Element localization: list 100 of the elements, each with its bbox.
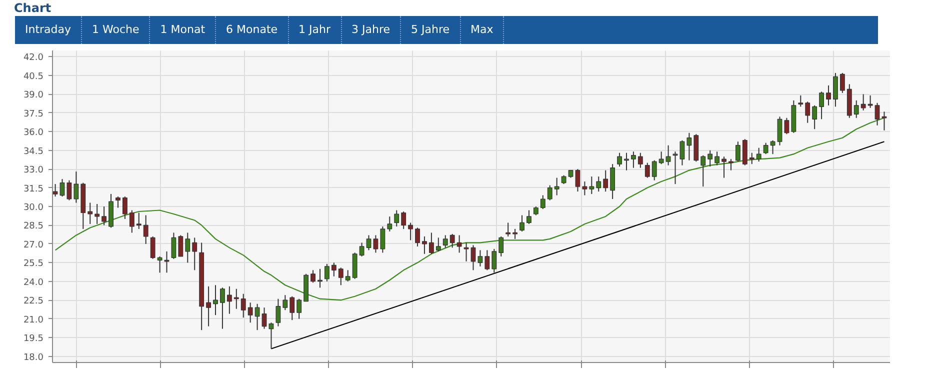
candlestick (644, 162, 650, 178)
candlestick (226, 286, 232, 314)
candlestick (728, 158, 734, 171)
candlestick (422, 236, 427, 254)
candlestick (610, 164, 616, 200)
candlestick (540, 194, 546, 210)
candlestick (129, 210, 134, 234)
candlestick (52, 184, 58, 198)
candlestick (206, 286, 211, 327)
candlestick (484, 250, 490, 271)
y-tick-label: 30.0 (23, 203, 44, 213)
y-tick-label: 24.0 (23, 278, 44, 288)
candlestick (450, 233, 455, 248)
candlestick (492, 248, 497, 274)
candlestick (408, 222, 414, 241)
candlestick (262, 307, 267, 330)
candlestick (742, 138, 748, 166)
candlestick (617, 152, 622, 168)
text: 1 Jahr (288, 16, 342, 44)
y-tick-label: 18.0 (23, 352, 44, 363)
candlestick (415, 227, 420, 247)
candlestick (805, 101, 810, 124)
candlestick (812, 104, 818, 130)
y-tick-label: 39.0 (23, 90, 44, 101)
candlestick (554, 177, 560, 196)
y-tick-label: 34.5 (23, 146, 44, 157)
candlestick (436, 237, 441, 252)
candlestick (763, 142, 768, 155)
candlestick (470, 244, 476, 271)
candlestick (512, 228, 518, 240)
candlestick (102, 206, 107, 226)
candlestick (345, 270, 350, 282)
candlestick (700, 154, 706, 188)
candlestick (143, 214, 148, 244)
candlestick (666, 144, 671, 166)
candlestick (582, 181, 588, 196)
text: Intraday (15, 16, 82, 44)
candlestick (122, 196, 128, 220)
y-tick-label: 28.5 (23, 222, 44, 232)
candlestick (770, 140, 776, 155)
candlestick (359, 242, 364, 257)
candlestick (248, 302, 253, 324)
candlestick (631, 151, 636, 168)
candlestick (296, 298, 302, 320)
y-tick-label: 31.5 (23, 184, 44, 194)
candlestick (638, 152, 643, 168)
candlestick (220, 287, 225, 330)
candlestick (819, 91, 824, 120)
candlestick (680, 140, 685, 166)
candlestick (268, 322, 274, 350)
candlestick (456, 234, 462, 254)
candlestick (777, 116, 782, 146)
candlestick (714, 151, 720, 166)
candlestick (428, 232, 434, 254)
candlestick (596, 176, 602, 192)
candlestick (74, 171, 79, 204)
candlestick (276, 298, 281, 327)
candlestick (686, 132, 692, 161)
text: 1 Monat (150, 16, 216, 44)
candlestick (94, 204, 100, 224)
y-tick-label: 37.5 (23, 109, 44, 120)
text: 1 Woche (82, 16, 150, 44)
candlestick (136, 212, 142, 230)
candlestick (380, 226, 386, 254)
y-tick-label: 33.0 (23, 166, 44, 176)
candlestick (854, 100, 859, 118)
text: 6 Monate (216, 16, 289, 44)
candlestick (366, 234, 372, 251)
candlestick (478, 250, 483, 267)
candlestick (826, 84, 831, 106)
candlestick (756, 147, 762, 162)
candlestick (150, 236, 156, 260)
candlestick (722, 156, 726, 178)
candlestick (192, 237, 198, 271)
candlestick (394, 210, 400, 227)
candlestick (589, 176, 594, 195)
y-tick-label: 25.5 (23, 259, 44, 270)
candlestick (506, 222, 511, 237)
candlestick (185, 232, 190, 264)
candlestick (310, 270, 316, 284)
candlestick (373, 234, 378, 254)
candlestick (464, 242, 469, 262)
candlestick (290, 296, 295, 321)
candlestick (66, 180, 72, 201)
candlestick (547, 184, 552, 201)
candlestick (652, 160, 657, 181)
candlestick (575, 168, 580, 192)
candlestick (874, 102, 880, 126)
y-tick-label: 36.0 (23, 128, 44, 138)
candlestick (60, 178, 65, 198)
candlestick (178, 234, 184, 257)
candlestick (88, 202, 93, 224)
candlestick (658, 151, 664, 165)
candlestick (603, 170, 608, 192)
candlestick (442, 234, 448, 248)
text: Max (460, 16, 504, 44)
candlestick (401, 210, 406, 230)
y-tick-label: 21.0 (23, 315, 44, 326)
y-tick-label: 22.5 (23, 296, 44, 307)
candlestick (840, 72, 845, 94)
